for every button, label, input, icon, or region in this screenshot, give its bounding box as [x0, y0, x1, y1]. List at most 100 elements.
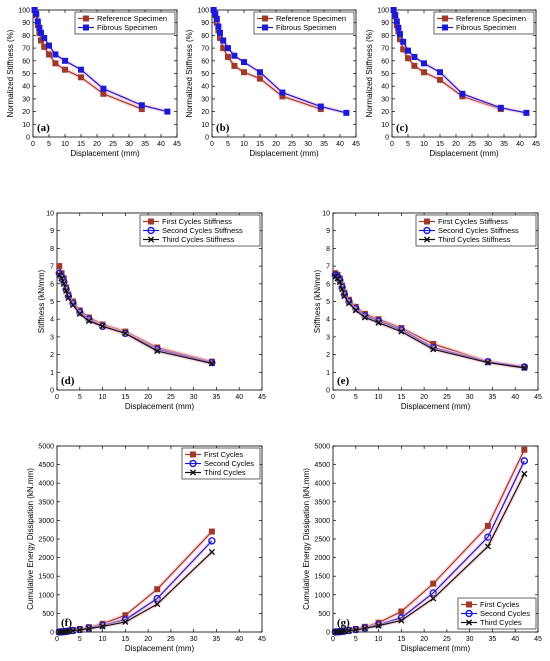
y-tick-label: 2: [50, 352, 54, 359]
y-axis-label: Stiffness (kN/mm): [313, 269, 322, 333]
y-tick-label: 10: [46, 211, 54, 218]
data-point-third: [60, 280, 67, 287]
x-tick-label: 25: [468, 141, 476, 148]
data-point-fibrous: [215, 23, 222, 30]
data-point-third: [430, 595, 437, 602]
y-tick-label: 4: [50, 317, 54, 324]
data-point-reference: [436, 76, 443, 83]
y-tick-label: 2500: [38, 537, 54, 544]
legend-label: Third Cycles Stiffness: [438, 235, 511, 244]
data-point-third: [85, 625, 92, 632]
data-point-first: [208, 528, 215, 535]
chart-b: 0 5 10 15 20 25 30 35 40 45 0 10 20 30 40 50 60 70 80 90 100…: [185, 7, 360, 158]
data-point-third: [352, 626, 359, 634]
legend-label: Reference Specimen: [456, 14, 526, 23]
data-point-third: [339, 286, 346, 293]
data-point-fibrous: [317, 103, 324, 110]
x-tick-label: 30: [466, 636, 474, 643]
data-point-third: [341, 293, 348, 300]
x-tick-label: 25: [288, 141, 296, 148]
y-tick-label: 0: [205, 135, 209, 142]
data-point-third: [122, 330, 129, 337]
data-point-third: [99, 623, 106, 630]
y-tick-label: 70: [22, 46, 30, 53]
data-point-third: [361, 625, 368, 632]
x-tick-label: 10: [240, 141, 248, 148]
x-tick-label: 30: [484, 141, 492, 148]
y-tick-label: 1000: [314, 592, 330, 599]
legend-marker-third: [189, 469, 197, 476]
data-point-third: [208, 360, 215, 367]
y-tick-label: 10: [322, 211, 330, 218]
legend-marker-reference: [261, 15, 268, 22]
y-axis-label: Normalized Stiffness (%): [185, 29, 194, 117]
data-point-third: [76, 310, 83, 317]
x-tick-label: 10: [61, 141, 69, 148]
x-tick-label: 45: [173, 141, 181, 148]
data-point-third: [76, 626, 83, 634]
data-point-fibrous: [411, 53, 418, 60]
y-tick-label: 60: [22, 58, 30, 65]
y-tick-label: 6: [50, 281, 54, 288]
data-point-fibrous: [212, 10, 219, 17]
y-tick-label: 0: [326, 630, 330, 637]
x-axis-label: Displacement (mm): [429, 149, 499, 158]
y-tick-label: 500: [318, 611, 330, 618]
x-tick-label: 10: [99, 636, 107, 643]
x-tick-label: 45: [258, 394, 266, 401]
x-tick-label: 0: [55, 394, 59, 401]
data-point-fibrous: [343, 109, 350, 116]
x-tick-label: 0: [55, 636, 59, 643]
y-tick-label: 3: [326, 334, 330, 341]
y-tick-label: 20: [22, 109, 30, 116]
x-tick-label: 5: [226, 141, 230, 148]
legend-box: [139, 214, 261, 247]
legend-label: First Cycles: [204, 450, 243, 459]
data-point-fibrous: [34, 18, 41, 25]
x-tick-label: 15: [397, 394, 405, 401]
data-point-third: [484, 543, 491, 550]
legend-marker-first: [465, 601, 472, 608]
data-point-fibrous: [256, 69, 263, 76]
x-tick-label: 20: [452, 141, 460, 148]
data-point-third: [398, 328, 405, 335]
data-point-third: [375, 319, 382, 326]
y-axis-label: Stiffness (kN/mm): [37, 269, 46, 333]
x-tick-label: 5: [406, 141, 410, 148]
x-tick-label: 45: [534, 636, 542, 643]
legend-marker-third: [465, 619, 473, 626]
data-point-second: [208, 537, 216, 545]
x-axis-label: Displacement (mm): [125, 644, 195, 653]
legend-marker-first: [189, 451, 196, 458]
x-tick-label: 15: [77, 141, 85, 148]
data-point-fibrous: [396, 31, 403, 38]
x-tick-label: 5: [354, 636, 358, 643]
x-tick-label: 25: [167, 394, 175, 401]
x-tick-label: 25: [443, 394, 451, 401]
y-tick-label: 4000: [38, 481, 54, 488]
x-tick-label: 40: [511, 636, 519, 643]
data-point-fibrous: [497, 104, 504, 111]
data-point-fibrous: [390, 7, 397, 13]
data-point-fibrous: [395, 24, 402, 31]
legend-label: Fibrous Specimen: [456, 23, 516, 32]
y-tick-label: 1000: [38, 592, 54, 599]
legend-label: First Cycles Stiffness: [162, 217, 232, 226]
y-tick-label: 20: [381, 109, 389, 116]
legend-box: [415, 214, 537, 247]
y-tick-label: 7: [326, 264, 330, 271]
y-tick-label: 50: [381, 71, 389, 78]
legend-label: Second Cycles: [480, 609, 530, 618]
data-point-reference: [420, 69, 427, 76]
x-tick-label: 45: [534, 394, 542, 401]
y-tick-label: 90: [381, 20, 389, 27]
y-tick-label: 3500: [38, 499, 54, 506]
chart-c: 0 5 10 15 20 25 30 35 40 45 0 10 20 30 40 50 60 70 80 90 100…: [365, 7, 540, 158]
data-point-fibrous: [52, 51, 59, 58]
y-tick-label: 80: [22, 33, 30, 40]
x-tick-label: 35: [500, 141, 508, 148]
y-tick-label: 10: [22, 122, 30, 129]
